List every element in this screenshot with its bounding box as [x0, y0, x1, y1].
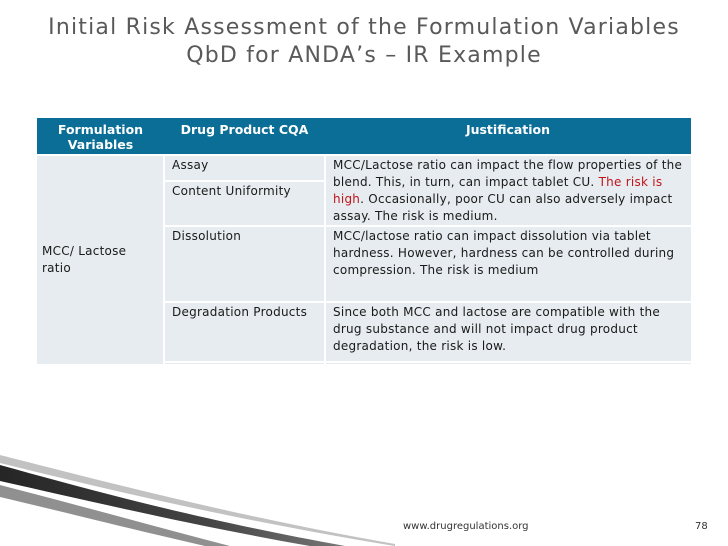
table-row: MCC/ Lactose ratio Assay MCC/Lactose rat… — [37, 154, 691, 364]
justification-cu-text-2: . Occasionally, poor CU can also adverse… — [333, 192, 673, 223]
header-drug-product-cqa: Drug Product CQA — [164, 118, 325, 155]
empty-cell — [163, 361, 325, 364]
header-justification: Justification — [325, 118, 691, 155]
formulation-variable-line-1: MCC/ Lactose — [42, 244, 127, 258]
footer-url: www.drugregulations.org — [403, 521, 529, 532]
cqa-degradation-products: Degradation Products — [163, 301, 325, 362]
cqa-dissolution: Dissolution — [163, 225, 325, 302]
table-header-row: Formulation Variables Drug Product CQA J… — [37, 118, 691, 155]
slide-title-line-2: QbD for ANDA’s – IR Example — [186, 43, 542, 68]
table-row: Content Uniformity — [37, 179, 691, 226]
cqa-assay: Assay — [163, 154, 325, 181]
table-row-spacer — [37, 361, 691, 364]
header-formulation-line-2: Variables — [67, 137, 134, 152]
header-formulation-line-1: Formulation — [57, 122, 144, 137]
empty-cell — [324, 361, 691, 364]
slide-title-line-1: Initial Risk Assessment of the Formulati… — [48, 15, 680, 40]
justification-dissolution: MCC/lactose ratio can impact dissolution… — [324, 225, 691, 302]
slide-title: Initial Risk Assessment of the Formulati… — [0, 14, 728, 70]
table-row: Degradation Products Since both MCC and … — [37, 301, 691, 362]
formulation-variable-line-2: ratio — [42, 261, 71, 275]
justification-degradation: Since both MCC and lactose are compatibl… — [324, 301, 691, 362]
formulation-variable-cell: MCC/ Lactose ratio — [37, 154, 164, 364]
risk-assessment-table: Formulation Variables Drug Product CQA J… — [37, 118, 691, 364]
justification-cu-text-1: MCC/Lactose ratio can impact the flow pr… — [333, 158, 683, 189]
table-row: Dissolution MCC/lactose ratio can impact… — [37, 225, 691, 302]
page-number: 78 — [695, 521, 708, 532]
header-formulation-variables: Formulation Variables — [37, 118, 164, 155]
justification-assay-cu: MCC/Lactose ratio can impact the flow pr… — [324, 154, 691, 226]
risk-high-highlight: The risk is high — [333, 175, 663, 206]
decorative-swoosh-graphic — [0, 455, 395, 546]
cqa-content-uniformity: Content Uniformity — [163, 179, 325, 226]
